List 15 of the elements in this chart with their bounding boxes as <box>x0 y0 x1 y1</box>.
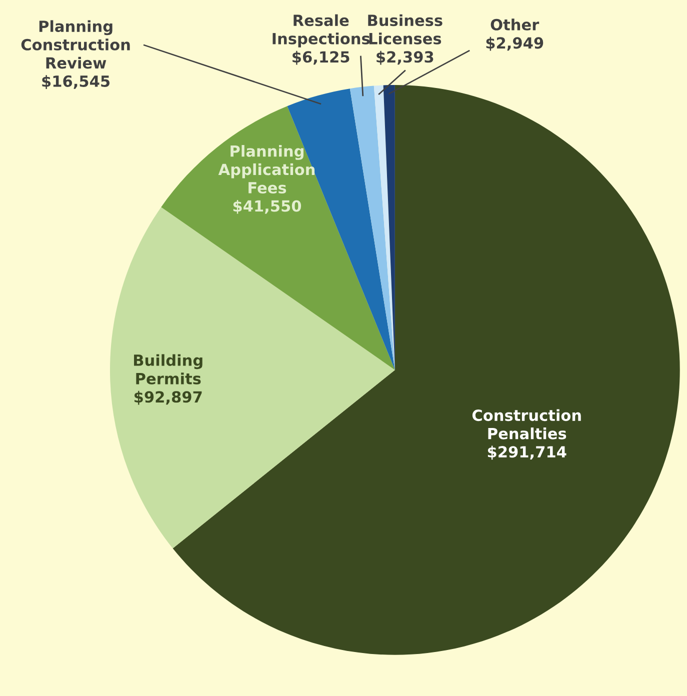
slice-label: Construction Penalties <box>472 409 581 440</box>
pie-slice <box>350 86 395 370</box>
data-label: $6,125 <box>292 50 350 65</box>
data-label: $2,393 <box>376 50 434 65</box>
data-label: $41,550 <box>233 200 302 214</box>
pie-slice <box>374 85 395 370</box>
slice-label: Planning Construction Review <box>21 20 130 69</box>
slice-label: Other <box>490 18 540 30</box>
data-label: $16,545 <box>42 75 110 89</box>
slice-label: Building Permits <box>134 354 202 384</box>
data-label: $291,714 <box>488 446 566 460</box>
slice-label: Business Licenses <box>368 14 442 44</box>
data-label: $92,897 <box>134 390 202 405</box>
slice-label: Planning Application Fees <box>218 145 315 194</box>
data-label: $2,949 <box>486 36 544 51</box>
